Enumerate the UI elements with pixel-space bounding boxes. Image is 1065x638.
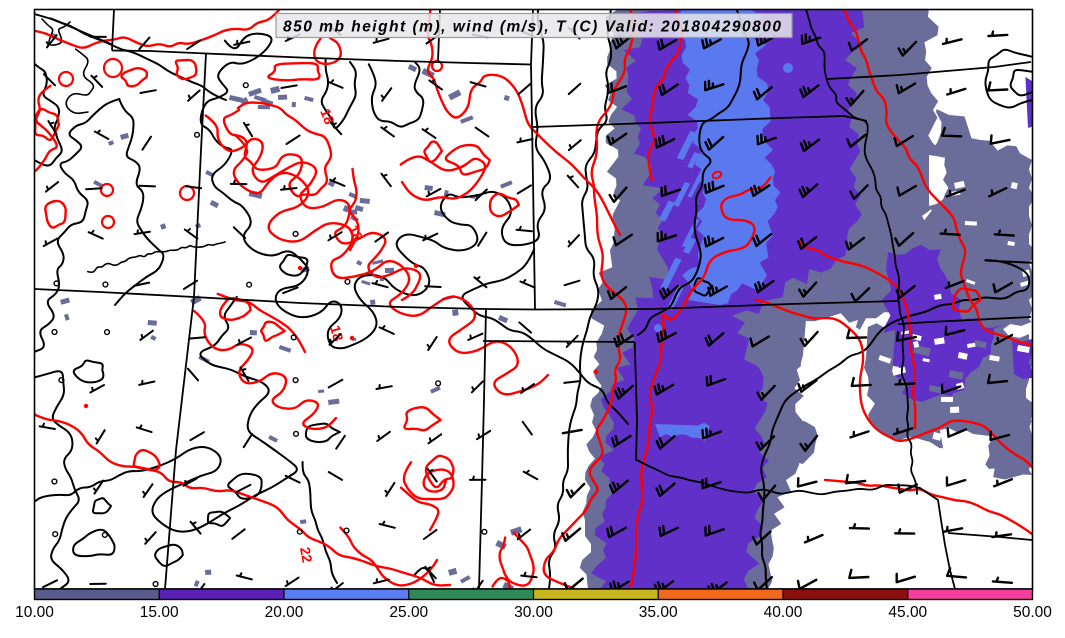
- svg-text:850 mb height (m), wind (m/s),: 850 mb height (m), wind (m/s), T (C) Val…: [283, 19, 782, 36]
- svg-text:35.00: 35.00: [639, 604, 678, 621]
- svg-text:18: 18: [345, 223, 366, 244]
- svg-text:45.00: 45.00: [888, 604, 927, 621]
- svg-text:50.00: 50.00: [1013, 604, 1052, 621]
- svg-text:20.00: 20.00: [265, 604, 304, 621]
- svg-text:30.00: 30.00: [514, 604, 553, 621]
- svg-text:25.00: 25.00: [389, 604, 428, 621]
- svg-text:18: 18: [317, 106, 338, 127]
- svg-text:10.00: 10.00: [15, 604, 54, 621]
- svg-text:40.00: 40.00: [764, 604, 803, 621]
- svg-text:22: 22: [297, 546, 315, 564]
- svg-text:18: 18: [327, 324, 347, 343]
- svg-text:15.00: 15.00: [140, 604, 179, 621]
